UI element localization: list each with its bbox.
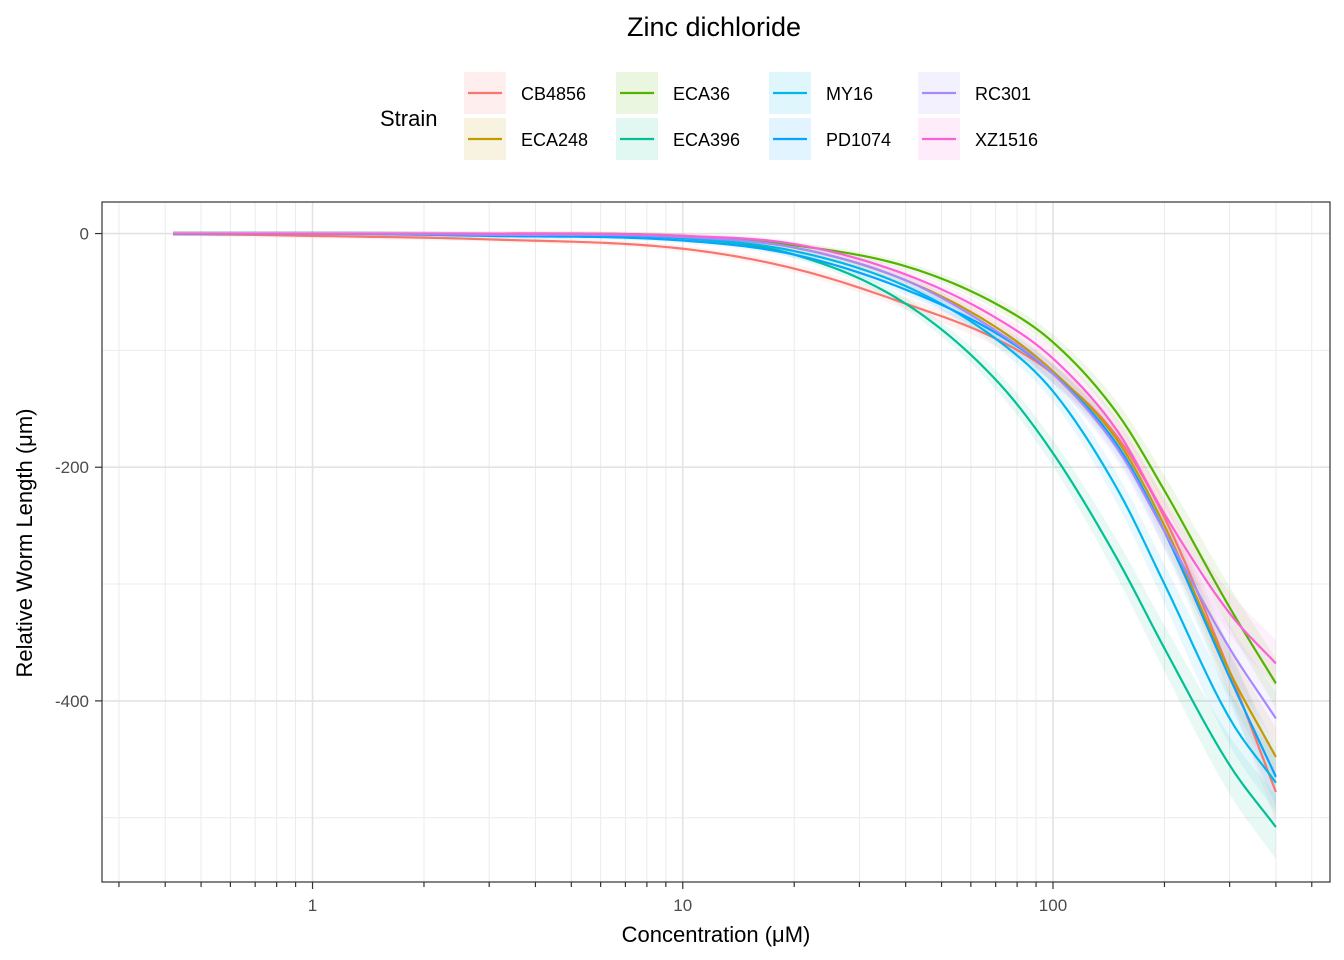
legend-label: RC301 bbox=[975, 84, 1031, 104]
legend-item-cb4856: CB4856 bbox=[464, 72, 586, 114]
legend-label: XZ1516 bbox=[975, 130, 1038, 150]
legend-item-my16: MY16 bbox=[769, 72, 873, 114]
x-tick-label: 10 bbox=[673, 896, 692, 915]
legend-label: ECA396 bbox=[673, 130, 740, 150]
y-axis: 0 -200 -400 bbox=[55, 225, 102, 711]
x-tick-label: 100 bbox=[1039, 896, 1067, 915]
legend-title: Strain bbox=[380, 106, 437, 131]
plot-area bbox=[101, 201, 1331, 883]
legend-item-eca248: ECA248 bbox=[464, 118, 588, 160]
legend-label: MY16 bbox=[826, 84, 873, 104]
y-axis-title: Relative Worm Length (μm) bbox=[12, 408, 37, 677]
x-axis-title: Concentration (μM) bbox=[622, 922, 811, 947]
y-tick-label: -200 bbox=[55, 458, 89, 477]
plot-border bbox=[101, 201, 1331, 883]
legend-item-eca396: ECA396 bbox=[616, 118, 740, 160]
chart-title: Zinc dichloride bbox=[627, 12, 801, 42]
y-tick-label: -400 bbox=[55, 692, 89, 711]
legend-item-pd1074: PD1074 bbox=[769, 118, 891, 160]
legend-label: ECA36 bbox=[673, 84, 730, 104]
legend-item-xz1516: XZ1516 bbox=[918, 118, 1038, 160]
x-tick-label: 1 bbox=[308, 896, 317, 915]
plot-background bbox=[102, 202, 1330, 882]
legend-item-rc301: RC301 bbox=[918, 72, 1031, 114]
series-line-xz1516 bbox=[173, 232, 1277, 665]
legend: Strain CB4856 ECA248 ECA36 ECA396 MY16 PD1074… bbox=[380, 72, 1038, 160]
legend-label: CB4856 bbox=[521, 84, 586, 104]
legend-label: PD1074 bbox=[826, 130, 891, 150]
confidence-band-eca396 bbox=[173, 231, 1276, 860]
x-axis: 1 10 100 bbox=[118, 882, 1313, 915]
legend-item-eca36: ECA36 bbox=[616, 72, 730, 114]
legend-label: ECA248 bbox=[521, 130, 588, 150]
y-tick-label: 0 bbox=[80, 225, 89, 244]
